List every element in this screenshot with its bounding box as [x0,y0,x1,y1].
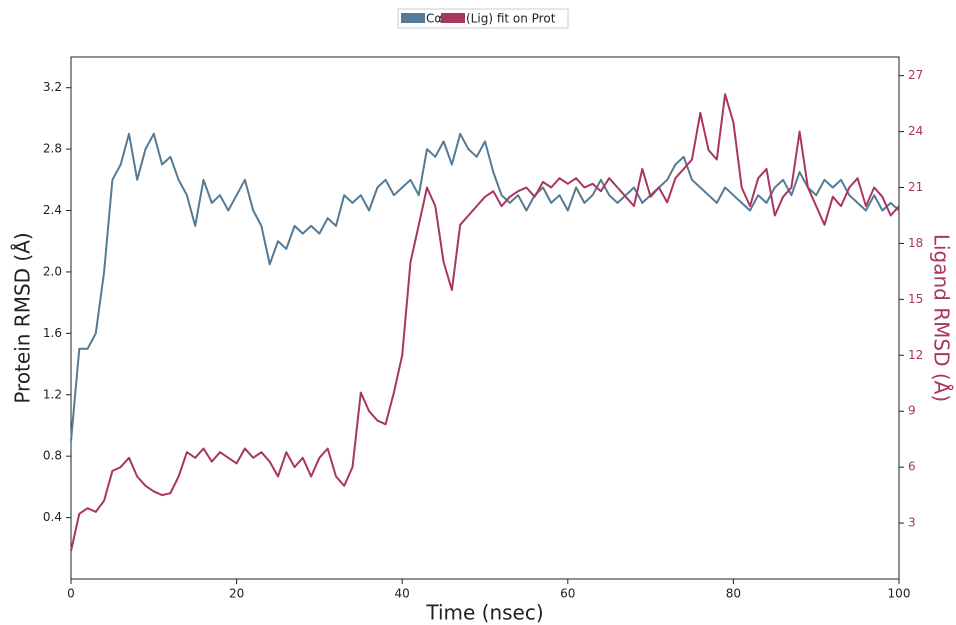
x-tick-label: 100 [888,587,911,601]
y2-tick-label: 12 [908,348,923,362]
y-tick-label: 3.2 [43,80,62,94]
y-tick-label: 1.2 [43,387,62,401]
x-tick-label: 60 [560,587,575,601]
y2-tick-label: 27 [908,68,923,82]
x-tick-label: 40 [395,587,410,601]
x-tick-label: 0 [67,587,75,601]
legend-box [397,8,569,29]
legend-label: (Lig) fit on Prot [466,12,556,26]
y-tick-label: 2.0 [43,264,62,278]
plot-frame [70,56,900,580]
y2-tick-label: 9 [908,404,916,418]
y-tick-label: 2.4 [43,203,62,217]
y-tick-label: 0.8 [43,449,62,463]
y2-tick-label: 18 [908,236,923,250]
x-tick-label: 80 [726,587,741,601]
y-tick-label: 2.8 [43,142,62,156]
y2-tick-label: 15 [908,292,923,306]
series-line [70,132,900,441]
legend-label: Cα [426,12,442,26]
y2-tick-label: 3 [908,516,916,530]
y-tick-label: 0.4 [43,510,62,524]
y2-tick-label: 24 [908,124,923,138]
x-tick-label: 20 [229,587,244,601]
legend-swatch [441,13,465,23]
y2-axis-title: Ligand RMSD (Å) [930,234,954,402]
y2-tick-label: 21 [908,180,923,194]
y-tick-label: 1.6 [43,326,62,340]
legend-swatch [401,13,425,23]
y-axis-title: Protein RMSD (Å) [11,232,35,403]
x-axis-title: Time (nsec) [425,601,543,625]
y2-tick-label: 6 [908,460,916,474]
series-line [70,93,900,552]
